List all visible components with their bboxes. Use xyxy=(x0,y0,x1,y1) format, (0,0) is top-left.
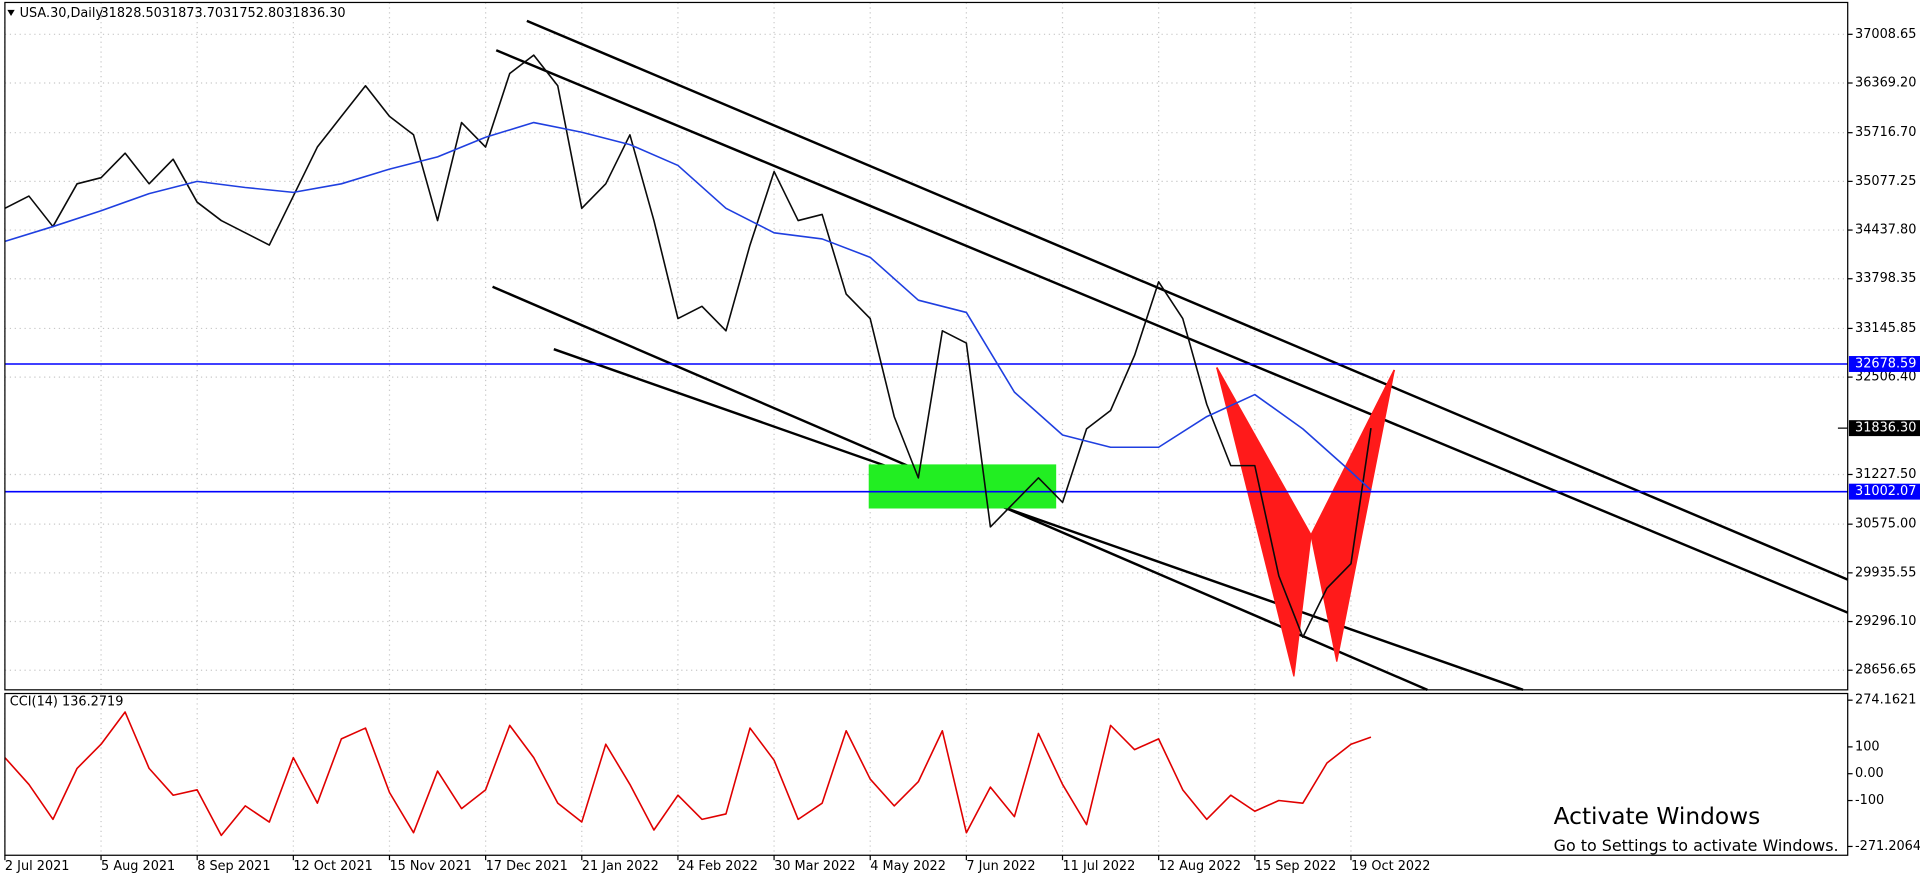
x-tick-label: 11 Jul 2022 xyxy=(1063,859,1136,874)
ohlc-close: 31836.30 xyxy=(284,6,345,21)
series-line xyxy=(4,121,1372,491)
x-tick-label: 4 May 2022 xyxy=(870,859,946,874)
x-tick-label: 2 Jul 2021 xyxy=(5,859,70,874)
y-tick-label: -100 xyxy=(1855,793,1884,808)
y-tick-label: 28656.65 xyxy=(1855,663,1916,678)
indicator-title: CCI(14) 136.2719 xyxy=(10,695,124,710)
x-tick-label: 15 Sep 2022 xyxy=(1255,859,1337,874)
y-tick-label: 33798.35 xyxy=(1855,271,1916,286)
support-zone xyxy=(868,464,1057,509)
x-tick-label: 24 Feb 2022 xyxy=(678,859,758,874)
trend-line xyxy=(526,19,1849,581)
ohlc-low: 31752.80 xyxy=(223,6,284,21)
x-tick-label: 21 Jan 2022 xyxy=(582,859,659,874)
x-tick-label: 12 Aug 2022 xyxy=(1159,859,1241,874)
y-tick-label: 36369.20 xyxy=(1855,76,1916,91)
x-tick-label: 17 Dec 2021 xyxy=(486,859,568,874)
y-tick-label: -271.2064 xyxy=(1855,839,1920,854)
pattern-leg xyxy=(1310,369,1396,536)
pattern-leg xyxy=(1215,367,1312,536)
level-label-bg xyxy=(1848,356,1920,372)
y-tick-label: 274.1621 xyxy=(1855,693,1916,708)
watermark-subtitle: Go to Settings to activate Windows. xyxy=(1554,836,1839,855)
x-tick-label: 5 Aug 2021 xyxy=(101,859,175,874)
ohlc-high: 31873.70 xyxy=(162,6,223,21)
ohlc-open: 31828.50 xyxy=(100,6,161,21)
menu-arrow[interactable] xyxy=(7,9,15,16)
y-tick-label: 100 xyxy=(1855,739,1880,754)
x-tick-label: 12 Oct 2021 xyxy=(293,859,373,874)
x-tick-label: 15 Nov 2021 xyxy=(389,859,471,874)
x-tick-label: 30 Mar 2022 xyxy=(774,859,856,874)
y-tick-label: 37008.65 xyxy=(1855,27,1916,42)
y-tick-label: 34437.80 xyxy=(1855,223,1916,238)
trend-line xyxy=(553,348,1524,691)
y-tick-label: 35077.25 xyxy=(1855,174,1916,189)
level-label: 31002.07 xyxy=(1855,484,1916,499)
watermark-title: Activate Windows xyxy=(1554,803,1761,830)
plot-layer xyxy=(4,54,1848,837)
symbol-title: USA.30,Daily xyxy=(20,6,104,21)
level-label-bg xyxy=(1848,483,1920,500)
last-price-label: 31836.30 xyxy=(1855,421,1916,436)
price-frame xyxy=(4,1,1849,691)
x-tick-label: 19 Oct 2022 xyxy=(1351,859,1430,874)
y-tick-label: 30575.00 xyxy=(1855,517,1916,532)
y-tick-label: 35716.70 xyxy=(1855,125,1916,140)
x-tick-label: 8 Sep 2021 xyxy=(197,859,270,874)
y-tick-label: 29296.10 xyxy=(1855,614,1916,629)
trend-line xyxy=(495,49,1849,614)
indicator-frame xyxy=(4,692,1849,856)
level-label: 32678.59 xyxy=(1855,357,1916,372)
series-line xyxy=(4,54,1372,638)
x-tick-label: 7 Jun 2022 xyxy=(966,859,1035,874)
y-tick-label: 33145.85 xyxy=(1855,321,1916,336)
frames xyxy=(4,1,1849,856)
y-tick-label: 32506.40 xyxy=(1855,370,1916,385)
series-line xyxy=(4,711,1372,837)
y-tick-label: 29935.55 xyxy=(1855,565,1916,580)
y-tick-label: 31227.50 xyxy=(1855,467,1916,482)
last-price-bg xyxy=(1848,420,1920,437)
y-tick-label: 0.00 xyxy=(1855,766,1884,781)
